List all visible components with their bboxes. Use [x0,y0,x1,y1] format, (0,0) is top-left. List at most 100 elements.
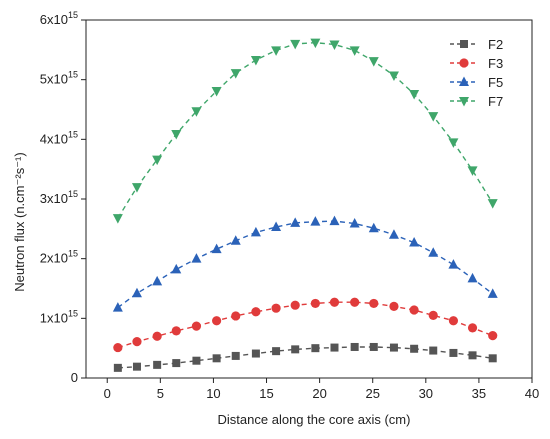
series-line-f7 [117,41,494,219]
data-point-f7 [310,38,321,49]
data-point-f2 [153,360,162,369]
data-point-f7 [368,57,379,67]
legend-label: F5 [488,75,503,90]
legend-item-f7: F7 [450,94,503,109]
data-point-f3 [271,303,281,313]
data-point-f7 [271,46,282,56]
data-point-f5 [349,217,360,228]
legend-item-f5: F5 [450,75,503,90]
data-point-f3 [409,305,419,315]
x-tick-label: 35 [472,386,486,401]
y-tick-label: 4x1015 [40,129,78,146]
y-axis: 0 1x1015 2x1015 3x1015 4x1015 5x1015 6x1015 [40,10,86,385]
data-point-f7 [467,166,478,176]
data-point-f2 [350,342,359,351]
series-line-f5 [117,220,494,309]
data-point-f2 [272,347,281,356]
data-point-f2 [231,351,240,360]
data-point-f7 [329,40,340,50]
data-point-f3 [191,321,202,331]
x-tick-label: 10 [206,386,220,401]
data-point-f2 [330,343,339,352]
data-point-f7 [152,155,163,166]
data-point-f3 [310,298,320,309]
data-point-f3 [132,337,142,347]
data-point-f7 [448,138,459,148]
data-point-f5 [388,229,399,239]
data-point-f3 [251,307,261,317]
data-point-f2 [468,351,477,360]
x-axis: 0 5 10 15 20 25 30 35 40 [104,378,539,401]
data-point-f3 [389,301,399,311]
x-tick-label: 0 [104,386,111,401]
series-f5 [112,215,498,312]
data-point-f7 [250,55,261,66]
series-layer [112,38,498,372]
data-point-f5 [211,243,222,254]
data-point-f7 [191,107,202,117]
y-axis-title: Neutron flux (n.cm⁻²s⁻¹) [12,152,27,291]
data-point-f7 [349,46,360,56]
data-point-f3 [212,316,222,326]
data-point-f2 [172,359,181,368]
data-point-f2 [429,346,438,355]
data-point-f7 [487,199,498,209]
data-point-f5 [310,216,321,226]
data-point-f3 [369,298,379,309]
series-f3 [113,297,498,353]
data-point-f5 [409,237,420,247]
data-point-f3 [428,310,438,320]
legend-item-f3: F3 [450,56,503,71]
data-point-f5 [131,287,142,298]
y-tick-label: 6x1015 [40,10,78,27]
legend-label: F2 [488,37,503,52]
legend-label: F7 [488,94,503,109]
x-axis-title: Distance along the core axis (cm) [218,412,411,427]
data-point-f3 [290,300,300,310]
series-f7 [112,38,498,224]
data-point-f5 [191,253,202,263]
data-point-f3 [152,331,162,341]
data-point-f7 [409,89,420,100]
data-point-f7 [230,69,241,79]
data-point-f3 [329,297,340,307]
data-point-f5 [487,288,498,298]
data-point-f5 [171,263,182,274]
legend-label: F3 [488,56,503,71]
plot-border [85,19,533,379]
legend-marker [459,97,469,107]
legend: F2 F3 F5 F7 [450,37,503,109]
data-point-f2 [488,354,497,363]
y-tick-label: 0 [71,370,78,385]
data-point-f7 [112,214,123,224]
data-point-f2 [291,345,300,354]
data-point-f2 [192,356,201,365]
data-point-f3 [448,316,459,326]
data-point-f5 [290,217,301,227]
data-point-f7 [211,87,222,97]
data-point-f5 [467,272,478,283]
y-tick-label: 3x1015 [40,189,78,206]
data-point-f5 [368,222,379,233]
x-tick-label: 30 [419,386,433,401]
legend-item-f2: F2 [450,37,503,52]
data-point-f7 [171,129,182,140]
plot-frame [85,19,533,379]
data-point-f3 [488,331,498,341]
data-point-f2 [369,342,378,351]
data-point-f2 [113,363,122,372]
data-point-f7 [428,112,439,122]
data-point-f3 [231,311,241,321]
data-point-f5 [230,235,241,245]
data-point-f2 [251,349,260,358]
data-point-f2 [132,362,141,371]
data-point-f7 [290,39,301,50]
legend-marker [460,40,468,48]
data-point-f7 [388,71,399,81]
data-point-f3 [113,342,123,353]
series-f2 [113,342,497,372]
y-tick-label: 5x1015 [40,70,78,87]
data-point-f5 [250,226,261,237]
data-point-f5 [428,247,439,257]
